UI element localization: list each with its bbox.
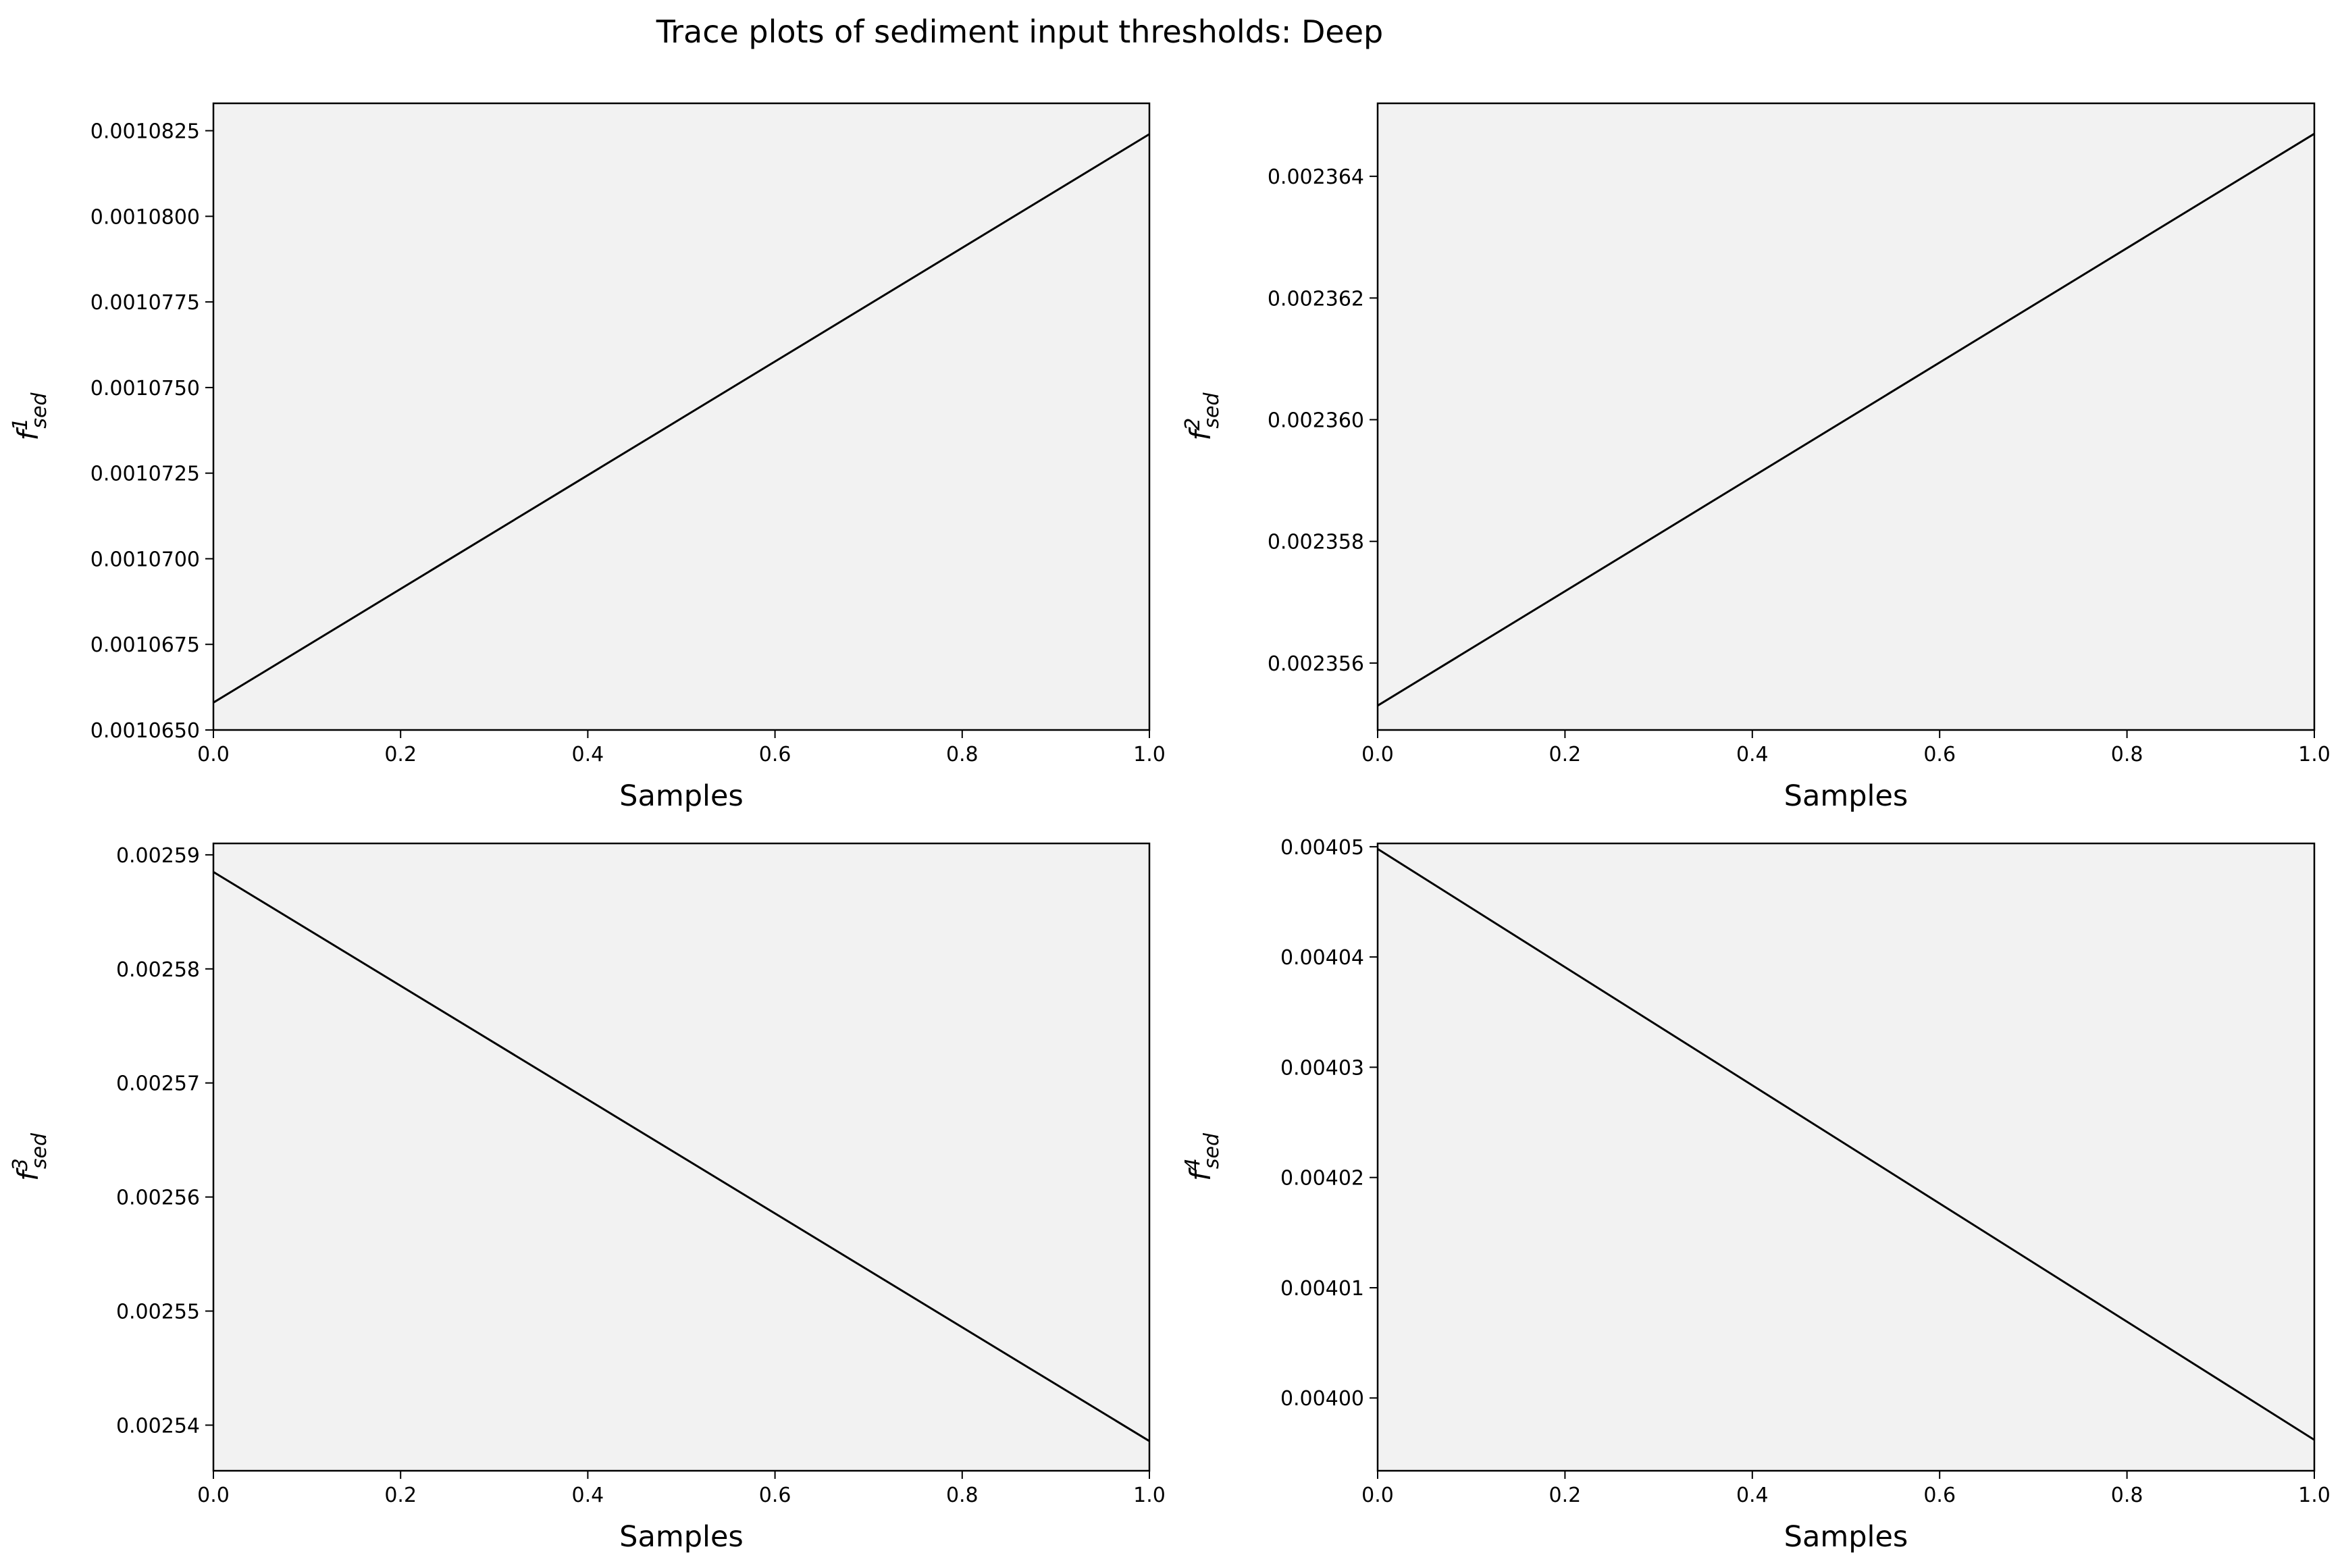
- axes-frame: [212, 102, 1151, 731]
- x-tick-label: 0.8: [946, 743, 979, 766]
- trace-line: [213, 870, 1150, 1442]
- x-axis-label: Samples: [619, 1520, 744, 1554]
- x-tick-label: 0.4: [572, 1484, 604, 1507]
- trace-line: [1377, 847, 2315, 1441]
- x-tick-label: 1.0: [2298, 1484, 2331, 1507]
- x-tick-label: 0.6: [759, 743, 791, 766]
- y-tick-label: 0.0010800: [90, 205, 200, 229]
- x-tick-label: 0.0: [1361, 743, 1394, 766]
- x-tick-label: 0.4: [1736, 743, 1769, 766]
- x-tick-label: 0.0: [197, 743, 230, 766]
- axes-frame: [1376, 842, 2316, 1472]
- y-tick-label: 0.00402: [1280, 1167, 1364, 1191]
- y-axis-label-subscript: sed: [1200, 392, 1224, 429]
- y-tick-label: 0.002362: [1268, 287, 1364, 311]
- x-tick-label: 0.8: [2111, 743, 2143, 766]
- x-tick-label: 0.8: [946, 1484, 979, 1507]
- y-tick-label: 0.00257: [116, 1072, 200, 1096]
- x-tick-label: 0.2: [1549, 743, 1582, 766]
- y-tick-label: 0.002358: [1268, 531, 1364, 554]
- trace-line: [1377, 132, 2315, 707]
- x-tick-label: 1.0: [1133, 743, 1166, 766]
- x-tick-label: 0.4: [1736, 1484, 1769, 1507]
- y-tick-label: 0.00254: [116, 1414, 200, 1438]
- x-tick-label: 1.0: [2298, 743, 2331, 766]
- plot-area: [1378, 103, 2314, 730]
- x-tick-label: 0.6: [1923, 1484, 1956, 1507]
- x-axis-label: Samples: [619, 779, 744, 813]
- y-tick-label: 0.0010675: [90, 633, 200, 657]
- x-tick-label: 0.0: [197, 1484, 230, 1507]
- x-axis-label: Samples: [1784, 779, 1908, 813]
- subplot-1: 0.0 0.2 0.4 0.6 0.8 1.0 0.0010650 0.0010675 0.00…: [9, 102, 1166, 813]
- trace-line: [213, 133, 1150, 704]
- y-tick-label: 0.002356: [1268, 652, 1364, 676]
- y-tick-label: 0.00256: [116, 1186, 200, 1210]
- figure-title: Trace plots of sediment input thresholds…: [656, 14, 1383, 50]
- x-tick-label: 0.6: [759, 1484, 791, 1507]
- x-tick-label: 0.4: [572, 743, 604, 766]
- subplot-3: 0.0 0.2 0.4 0.6 0.8 1.0 0.00254 0.00255 0.00256 0…: [9, 842, 1166, 1554]
- y-axis-label-subscript: sed: [28, 392, 51, 429]
- y-tick-label: 0.00403: [1280, 1056, 1364, 1080]
- x-axis-label: Samples: [1784, 1520, 1908, 1554]
- y-axis-label-subscript: sed: [28, 1132, 51, 1169]
- y-tick-label: 0.00405: [1280, 836, 1364, 860]
- axes-frame: [1376, 102, 2316, 731]
- axes-frame: [212, 842, 1151, 1472]
- y-tick-label: 0.00404: [1280, 946, 1364, 970]
- y-tick-label: 0.00400: [1280, 1387, 1364, 1411]
- y-tick-label: 0.00401: [1280, 1277, 1364, 1301]
- y-axis-label-superscript: 2: [1181, 418, 1205, 431]
- y-axis-label-superscript: 1: [9, 418, 32, 431]
- y-tick-label: 0.0010750: [90, 377, 200, 400]
- plot-area: [213, 103, 1149, 730]
- y-tick-label: 0.002364: [1268, 165, 1364, 189]
- y-tick-label: 0.0010775: [90, 291, 200, 315]
- y-tick-label: 0.00259: [116, 844, 200, 868]
- x-tick-label: 0.0: [1361, 1484, 1394, 1507]
- y-tick-label: 0.0010725: [90, 463, 200, 486]
- x-tick-label: 0.2: [384, 743, 417, 766]
- y-tick-label: 0.0010825: [90, 120, 200, 144]
- x-tick-label: 0.2: [384, 1484, 417, 1507]
- x-tick-label: 0.8: [2111, 1484, 2143, 1507]
- subplot-4: 0.0 0.2 0.4 0.6 0.8 1.0 0.00400 0.00401 0.00402 0…: [1181, 836, 2331, 1554]
- y-axis-label-superscript: 3: [9, 1158, 32, 1171]
- y-axis-label-subscript: sed: [1200, 1132, 1224, 1169]
- x-tick-label: 1.0: [1133, 1484, 1166, 1507]
- x-tick-label: 0.6: [1923, 743, 1956, 766]
- y-tick-label: 0.0010650: [90, 719, 200, 743]
- subplot-grid: 0.0 0.2 0.4 0.6 0.8 1.00.00106500.00106750.00…: [9, 102, 2331, 1554]
- y-axis-label-superscript: 4: [1181, 1158, 1205, 1171]
- y-tick-label: 0.00255: [116, 1301, 200, 1324]
- subplot-2: 0.0 0.2 0.4 0.6 0.8 1.0 0.002356 0.002358 0.0023…: [1181, 102, 2331, 813]
- y-tick-label: 0.0010700: [90, 548, 200, 571]
- y-tick-label: 0.00258: [116, 958, 200, 982]
- y-tick-label: 0.002360: [1268, 409, 1364, 433]
- x-tick-label: 0.2: [1549, 1484, 1582, 1507]
